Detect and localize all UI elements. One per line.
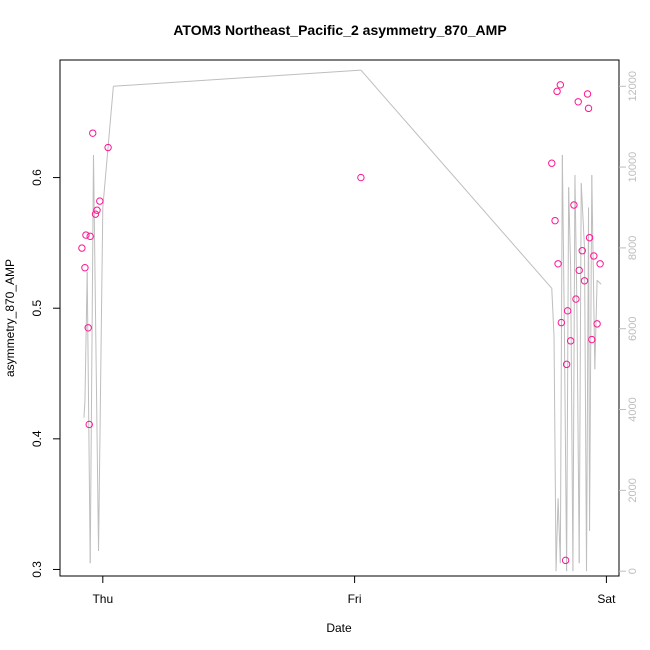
x-axis-label: Date — [326, 621, 352, 635]
data-point — [556, 81, 565, 89]
x-tick-label: Sat — [597, 592, 616, 606]
data-point — [84, 324, 92, 332]
data-point — [89, 129, 97, 137]
data-point — [553, 87, 561, 96]
secondary-line-segment — [570, 268, 574, 572]
y-tick-label: 0.5 — [30, 300, 44, 317]
chart-title: ATOM3 Northeast_Pacific_2 asymmetry_870_… — [173, 22, 506, 38]
point-layer — [78, 81, 604, 565]
data-point — [596, 260, 604, 268]
data-point — [557, 318, 566, 327]
secondary-line-segment — [84, 272, 88, 402]
data-point — [86, 232, 94, 241]
data-point — [570, 201, 578, 209]
data-point — [580, 277, 589, 285]
x-tick-label: Fri — [348, 592, 362, 606]
y2-tick-label: 0 — [627, 568, 639, 574]
secondary-line-segment — [553, 336, 557, 572]
x-tick-label: Thu — [92, 592, 113, 606]
data-point — [590, 252, 598, 260]
secondary-line-segment — [591, 175, 596, 370]
secondary-line-segment — [83, 401, 86, 418]
y2-tick-label: 8000 — [627, 236, 639, 260]
y2-tick-label: 10000 — [627, 152, 639, 183]
secondary-line-segment — [92, 154, 100, 551]
data-point — [85, 420, 93, 429]
secondary-line-segment — [89, 154, 94, 564]
y2-tick-label: 12000 — [627, 71, 639, 102]
secondary-line-segment — [572, 175, 576, 572]
secondary-line-segment — [580, 183, 586, 248]
data-point — [91, 210, 100, 218]
y-tick-label: 0.4 — [30, 430, 44, 447]
secondary-line-segment — [559, 154, 563, 564]
secondary-line-segment — [360, 69, 553, 289]
secondary-line-segment — [578, 183, 582, 564]
secondary-line-segment — [551, 288, 555, 337]
data-point — [93, 206, 101, 214]
secondary-line-segment — [584, 247, 588, 572]
data-point — [585, 233, 594, 242]
data-point — [78, 244, 86, 252]
secondary-line-segment — [561, 154, 565, 329]
data-point — [572, 295, 580, 303]
data-point — [561, 556, 570, 565]
y2-tick-label: 2000 — [627, 478, 639, 502]
data-point — [81, 264, 89, 272]
data-point — [584, 104, 593, 113]
secondary-line-segment — [113, 69, 361, 87]
secondary-line-segment — [594, 280, 598, 370]
secondary-line-segment — [586, 207, 590, 572]
secondary-line-segment — [568, 187, 572, 269]
secondary-line-segment — [555, 498, 559, 572]
data-point — [551, 216, 559, 225]
data-point — [593, 320, 601, 328]
secondary-line-segment — [596, 279, 602, 285]
data-point — [82, 231, 90, 239]
axes-layer: 0.3 0.4 0.5 0.6 0 2000 4000 6000 8000 10000 12000 T… — [30, 71, 639, 606]
secondary-line-segment — [576, 308, 580, 564]
secondary-line-segment — [566, 187, 570, 572]
data-point — [583, 90, 592, 98]
secondary-line-segment — [98, 207, 104, 551]
data-point — [548, 159, 556, 167]
plot-frame — [59, 59, 620, 577]
secondary-line-segment — [574, 175, 578, 309]
data-point — [357, 173, 365, 182]
y2-tick-label: 4000 — [627, 397, 639, 421]
data-point — [554, 260, 562, 268]
data-point — [566, 337, 575, 345]
data-point — [563, 307, 572, 315]
data-point — [96, 197, 104, 205]
secondary-line-segment — [86, 272, 91, 564]
secondary-line-segment — [563, 328, 568, 572]
y-axis-label: asymmetry_870_AMP — [3, 259, 17, 377]
secondary-line-segment — [588, 207, 591, 531]
data-point — [562, 360, 571, 369]
secondary-line-layer — [83, 69, 602, 572]
y-tick-label: 0.6 — [30, 169, 44, 186]
data-point — [578, 247, 586, 255]
data-point — [588, 335, 596, 344]
data-point — [574, 98, 582, 106]
data-point — [104, 143, 112, 152]
y2-tick-label: 6000 — [627, 316, 639, 340]
secondary-line-segment — [102, 86, 114, 208]
secondary-line-segment — [589, 175, 593, 531]
data-point — [575, 266, 583, 275]
y-tick-label: 0.3 — [30, 561, 44, 578]
